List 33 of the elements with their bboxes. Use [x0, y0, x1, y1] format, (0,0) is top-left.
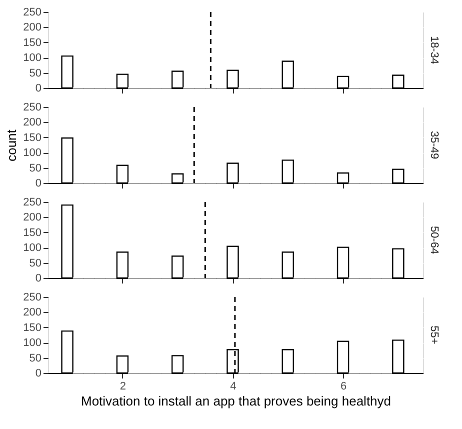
- text: 18-34: [428, 36, 440, 64]
- y-tick-label: 250: [23, 292, 42, 304]
- y-tick-label: 100: [23, 242, 42, 254]
- x-tick-label: 2: [120, 380, 126, 392]
- y-tick-label: 50: [29, 352, 42, 364]
- y-tick-label: 100: [23, 337, 42, 350]
- y-tick-label: 0: [35, 82, 42, 94]
- y-tick-label: 100: [23, 52, 42, 64]
- x-axis-title: Motivation to install an app that proves being healthyd: [80, 394, 392, 408]
- y-tick-label: 100: [23, 147, 42, 160]
- y-tick-label: 50: [29, 67, 42, 80]
- y-tick-label: 150: [23, 132, 42, 144]
- y-axis-title: count: [4, 129, 20, 162]
- y-tick-label: 0: [35, 368, 42, 380]
- y-tick-label: 50: [29, 162, 42, 174]
- y-tick-label: 0: [35, 272, 42, 284]
- text: 50-64: [428, 226, 440, 254]
- y-tick-label: 50: [29, 257, 42, 270]
- y-tick-label: 200: [23, 22, 42, 34]
- text: 35-49: [428, 130, 440, 160]
- text: 55+: [428, 326, 440, 344]
- y-tick-label: 150: [23, 226, 42, 239]
- y-tick-label: 200: [23, 116, 42, 129]
- x-tick-label: 6: [340, 380, 347, 392]
- y-tick-label: 250: [23, 6, 42, 18]
- y-tick-label: 200: [23, 306, 42, 319]
- y-tick-label: 250: [23, 102, 42, 114]
- y-tick-label: 250: [23, 196, 42, 208]
- y-tick-label: 0: [35, 178, 42, 190]
- y-tick-label: 200: [23, 212, 42, 224]
- y-tick-label: 150: [23, 36, 42, 49]
- y-tick-label: 150: [23, 322, 42, 334]
- x-tick-label: 4: [230, 380, 236, 392]
